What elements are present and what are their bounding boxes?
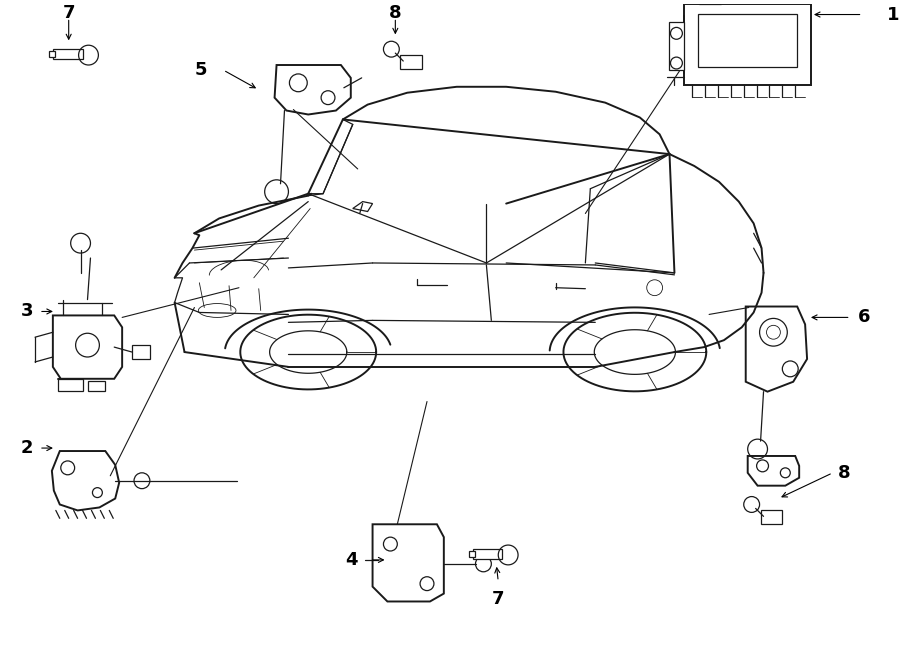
Bar: [53, 49, 83, 59]
Bar: [698, 13, 797, 67]
Bar: [684, 3, 811, 85]
Bar: [400, 55, 422, 69]
Bar: [49, 51, 55, 57]
Bar: [87, 381, 105, 391]
Bar: [699, 0, 721, 3]
Text: 8: 8: [389, 3, 401, 22]
Text: 4: 4: [346, 551, 357, 569]
Bar: [132, 345, 150, 359]
Bar: [58, 379, 83, 391]
Bar: [760, 510, 782, 524]
Text: 3: 3: [21, 303, 33, 320]
Text: 5: 5: [194, 61, 207, 79]
Text: 7: 7: [492, 590, 505, 608]
Text: 1: 1: [887, 5, 900, 24]
Text: 7: 7: [62, 3, 75, 22]
Text: 8: 8: [838, 464, 850, 482]
Bar: [669, 23, 684, 70]
Text: 2: 2: [21, 439, 33, 457]
Bar: [469, 551, 474, 557]
Text: 6: 6: [858, 308, 870, 326]
Bar: [472, 549, 502, 559]
